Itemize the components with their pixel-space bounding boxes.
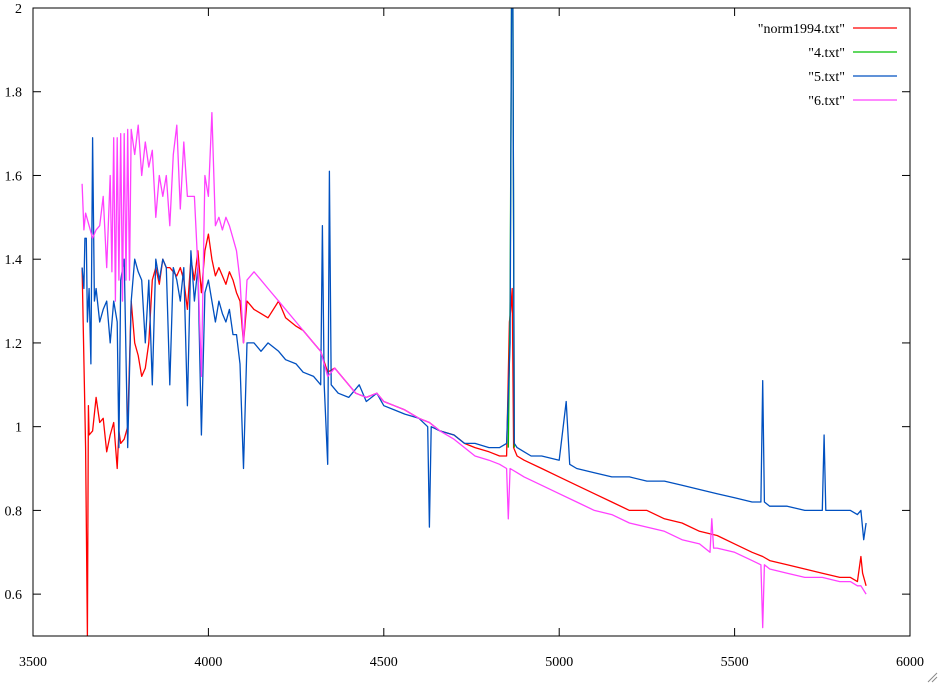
y-tick-label: 0.8 <box>5 504 23 519</box>
series-line-2 <box>81 8 867 541</box>
legend-label-1: "4.txt" <box>808 46 845 61</box>
x-tick-label: 4500 <box>370 655 398 670</box>
legend-label-3: "6.txt" <box>808 94 845 109</box>
axis-layer: 3500 4000 4500 5000 5500 6000 0.6 0.8 1 1.2 1.4 1.6… <box>5 2 925 670</box>
y-tick-label: 2 <box>15 2 22 17</box>
legend-label-2: "5.txt" <box>808 70 845 85</box>
x-tick-label: 6000 <box>896 655 924 670</box>
legend-label-0: "norm1994.txt" <box>758 22 845 37</box>
y-tick-label: 1.6 <box>5 169 23 184</box>
series-line-3 <box>81 112 867 629</box>
x-tick-label: 4000 <box>194 655 222 670</box>
series-layer <box>81 8 867 636</box>
x-tick-label: 5000 <box>545 655 573 670</box>
series-line-0 <box>81 233 867 636</box>
y-tick-label: 1 <box>15 421 22 436</box>
y-tick-label: 1.4 <box>5 253 23 268</box>
x-tick-label: 3500 <box>19 655 47 670</box>
x-tick-label: 5500 <box>721 655 749 670</box>
resize-grip-icon[interactable] <box>926 671 938 683</box>
y-tick-label: 1.8 <box>5 86 23 101</box>
y-tick-label: 0.6 <box>5 588 23 603</box>
y-tick-label: 1.2 <box>5 337 23 352</box>
plot-frame <box>32 7 911 637</box>
legend: "norm1994.txt" "4.txt" "5.txt" "6.txt" <box>758 22 897 109</box>
